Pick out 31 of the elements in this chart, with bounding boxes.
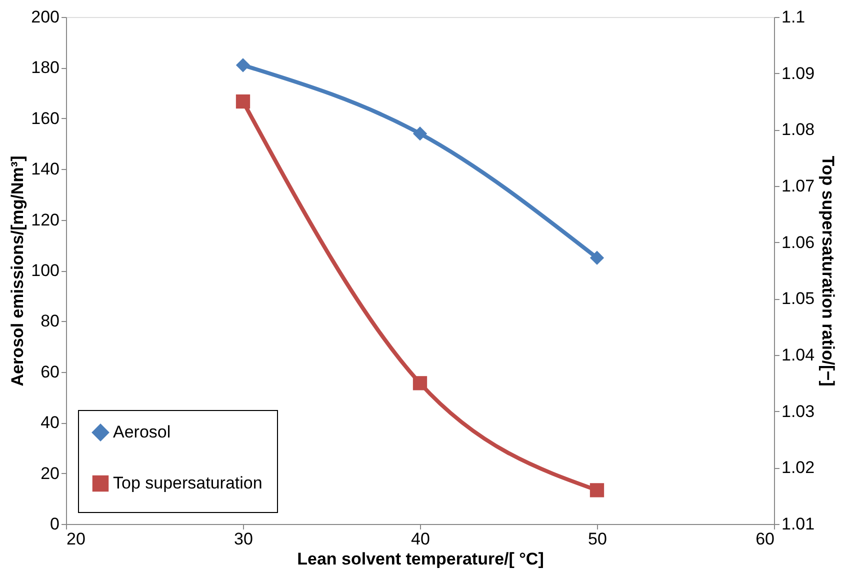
legend-label: Top supersaturation	[113, 474, 262, 492]
y2-tick-label: 1.05	[782, 289, 815, 308]
x-tick-label: 50	[588, 530, 607, 548]
y-axis-title: Aerosol emissions/[mg/Nm³]	[8, 156, 28, 386]
x-tick-label: 20	[66, 530, 86, 548]
y2-tick-label: 1.03	[782, 402, 815, 421]
y2-tick-label: 1.06	[782, 232, 815, 252]
y-tick-label: 180	[31, 58, 60, 78]
y-tick-label: 0	[50, 514, 60, 534]
y2-tick-label: 1.04	[782, 346, 815, 364]
x-axis-title: Lean solvent temperature/[ °C]	[297, 550, 544, 568]
y2-tick-label: 1.01	[782, 514, 815, 534]
y-tick-label: 140	[31, 160, 60, 179]
y2-axis-title: Top supersaturation ratio/[−]	[818, 156, 838, 386]
legend-label: Aerosol	[113, 422, 171, 442]
y2-tick-label: 1.1	[782, 8, 806, 26]
y2-tick-label: 1.08	[782, 120, 815, 140]
y-tick-label: 60	[40, 362, 60, 382]
x-tick-label: 40	[411, 530, 430, 548]
y2-tick-label: 1.07	[782, 176, 815, 196]
y2-tick-label: 1.02	[782, 458, 815, 478]
x-tick-label: 60	[756, 530, 774, 548]
y-tick-label: 80	[40, 312, 60, 331]
y2-tick-label: 1.09	[782, 64, 815, 83]
y-tick-label: 20	[40, 464, 60, 483]
y-tick-label: 40	[40, 413, 60, 432]
y-tick-label: 100	[31, 261, 60, 280]
y-tick-label: 200	[31, 8, 60, 26]
y-tick-label: 160	[31, 108, 60, 128]
y-tick-label: 120	[31, 210, 60, 230]
x-tick-label: 30	[234, 530, 253, 548]
